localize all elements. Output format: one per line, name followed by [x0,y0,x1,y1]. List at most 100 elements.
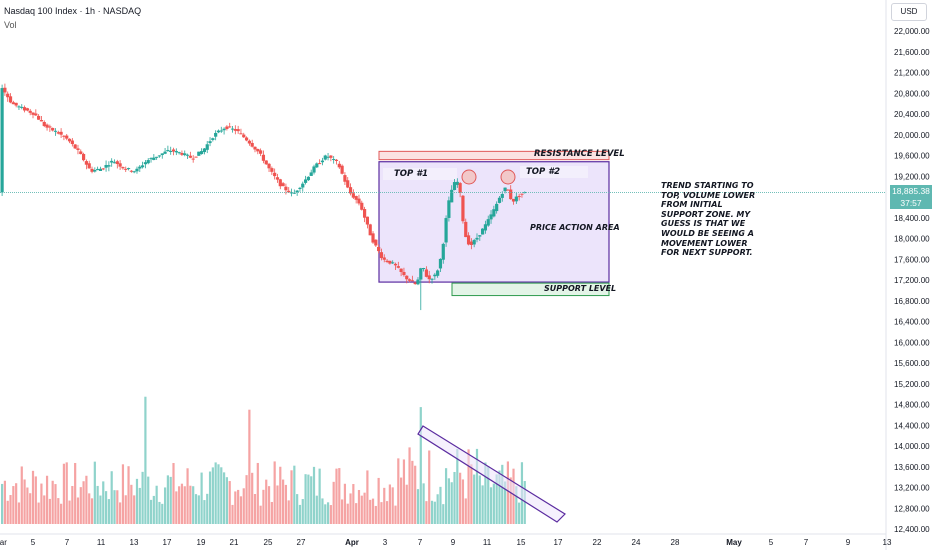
price-tick-label: 16,000.00 [894,338,930,347]
note-line: TREND STARTING TO [661,181,754,190]
candle-body [511,198,516,202]
time-tick-label: 19 [197,538,206,547]
price-tick-label: 21,200.00 [894,69,930,78]
candle-body [399,268,403,273]
price-tick-label: 16,400.00 [894,318,930,327]
volume-bar [225,477,228,524]
candle-body [301,183,305,188]
volume-bar [26,487,29,524]
candle-body [205,144,209,150]
support-zone [451,282,610,297]
candle-body [436,270,440,276]
candle-body [39,120,44,122]
volume-bar [276,485,279,524]
candle-body [45,124,49,128]
candle-body [354,196,358,200]
volume-bar [279,466,282,524]
candle-body [112,162,117,164]
time-tick-label: 22 [593,538,602,547]
candle-body [239,133,243,135]
volume-bar [506,461,509,524]
price-tick-label: 22,000.00 [894,27,930,36]
candle-body [382,257,386,260]
price-tick-label: 14,800.00 [894,401,930,410]
volume-bar [79,487,82,524]
candle-body [371,233,375,243]
volume-bar [307,474,310,524]
volume-bar [93,461,96,524]
note-line: GUESS IS THAT WE [661,219,746,229]
candle-body [503,187,507,192]
candle-body [31,112,35,115]
note-line: FOR NEXT SUPPORT. [661,248,753,258]
candle-body [438,258,443,269]
candle-body [334,159,339,161]
volume-bar [242,488,245,524]
volume-bar [149,499,153,524]
time-tick-label: 15 [517,538,526,547]
time-tick-label: 11 [483,538,492,547]
volume-bar [371,498,375,524]
candle-body [180,152,184,155]
candle-body [264,160,268,165]
price-tick-label: 14,400.00 [894,421,930,430]
price-tick-label: 21,600.00 [894,48,930,57]
volume-bar [178,486,181,524]
volume-bar [450,482,453,524]
top-marker [500,169,516,185]
volume-bar [428,450,431,524]
candle-body [407,279,412,281]
volume-bar [394,505,397,524]
volume-bar [211,467,214,524]
volume-bar [259,505,262,524]
symbol-title[interactable]: Nasdaq 100 Index · 1h · NASDAQ [4,6,142,16]
candle-body [385,260,389,262]
currency-badge[interactable]: USD [891,3,927,21]
volume-bar [104,491,108,524]
candle-body [37,115,41,120]
resistance-zone [378,150,610,161]
volume-bar [411,460,414,524]
candle-body [76,148,80,150]
note-line: SUPPORT ZONE. MY [661,209,751,219]
candle-body [464,221,468,238]
candle-body [298,187,302,190]
time-tick-label: 27 [297,538,306,547]
candle-body [506,189,510,191]
candle-body [6,93,10,98]
candle-body [492,209,496,217]
volume-bar [456,448,459,524]
candle-body [419,268,423,280]
top2-label: TOP #2 [526,167,561,177]
volume-bar [256,462,259,524]
volume-bar [388,484,391,524]
volume-bar [155,485,158,524]
price-tick-label: 19,600.00 [894,152,930,161]
volume-bar [172,463,175,524]
time-tick-label: Apr [345,538,359,547]
candle-body [214,132,218,137]
candle-body [59,131,63,135]
candle-body [422,268,426,270]
volume-bar [102,481,105,524]
volume-bar [20,466,23,524]
candle-body [357,198,361,204]
candle-body [174,151,178,153]
countdown-timer: 37:57 [900,198,922,208]
candle-body [79,151,83,155]
volume-bar [459,472,462,524]
candle-body [253,146,257,150]
candle-body [0,88,4,193]
volume-bar [152,495,155,524]
time-tick-label: 9 [846,538,851,547]
volume-bar [12,486,15,524]
volume-bar [369,499,372,524]
volume-bar [85,475,88,524]
candle-body [225,126,229,129]
volume-bar [110,471,113,524]
volume-bar [99,495,102,524]
volume-bar [138,487,141,524]
candle-body [365,216,369,225]
